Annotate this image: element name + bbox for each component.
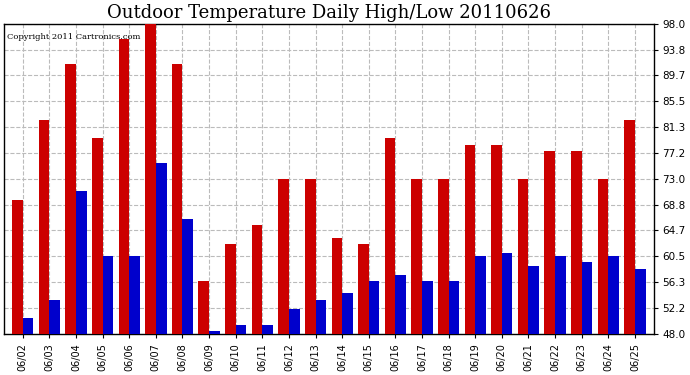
Bar — [236, 324, 246, 334]
Bar — [358, 244, 368, 334]
Bar — [448, 281, 460, 334]
Bar — [609, 256, 619, 334]
Bar — [182, 219, 193, 334]
Bar — [544, 151, 555, 334]
Bar — [529, 266, 539, 334]
Title: Outdoor Temperature Daily High/Low 20110626: Outdoor Temperature Daily High/Low 20110… — [107, 4, 551, 22]
Text: Copyright 2011 Cartronics.com: Copyright 2011 Cartronics.com — [8, 33, 141, 41]
Bar — [119, 39, 129, 334]
Bar — [76, 191, 87, 334]
Bar — [342, 294, 353, 334]
Bar — [395, 275, 406, 334]
Bar — [518, 179, 529, 334]
Bar — [475, 256, 486, 334]
Bar — [315, 300, 326, 334]
Bar — [209, 331, 219, 334]
Bar — [225, 244, 236, 334]
Bar — [411, 179, 422, 334]
Bar — [438, 179, 449, 334]
Bar — [555, 256, 566, 334]
Bar — [635, 269, 646, 334]
Bar — [582, 262, 592, 334]
Bar — [289, 309, 299, 334]
Bar — [156, 163, 166, 334]
Bar — [422, 281, 433, 334]
Bar — [252, 225, 262, 334]
Bar — [368, 281, 380, 334]
Bar — [331, 238, 342, 334]
Bar — [145, 24, 156, 334]
Bar — [571, 151, 582, 334]
Bar — [23, 318, 33, 334]
Bar — [172, 64, 182, 334]
Bar — [92, 138, 103, 334]
Bar — [66, 64, 76, 334]
Bar — [491, 145, 502, 334]
Bar — [39, 120, 50, 334]
Bar — [385, 138, 395, 334]
Bar — [50, 300, 60, 334]
Bar — [262, 324, 273, 334]
Bar — [464, 145, 475, 334]
Bar — [305, 179, 315, 334]
Bar — [199, 281, 209, 334]
Bar — [103, 256, 113, 334]
Bar — [129, 256, 140, 334]
Bar — [598, 179, 609, 334]
Bar — [624, 120, 635, 334]
Bar — [278, 179, 289, 334]
Bar — [502, 253, 513, 334]
Bar — [12, 201, 23, 334]
